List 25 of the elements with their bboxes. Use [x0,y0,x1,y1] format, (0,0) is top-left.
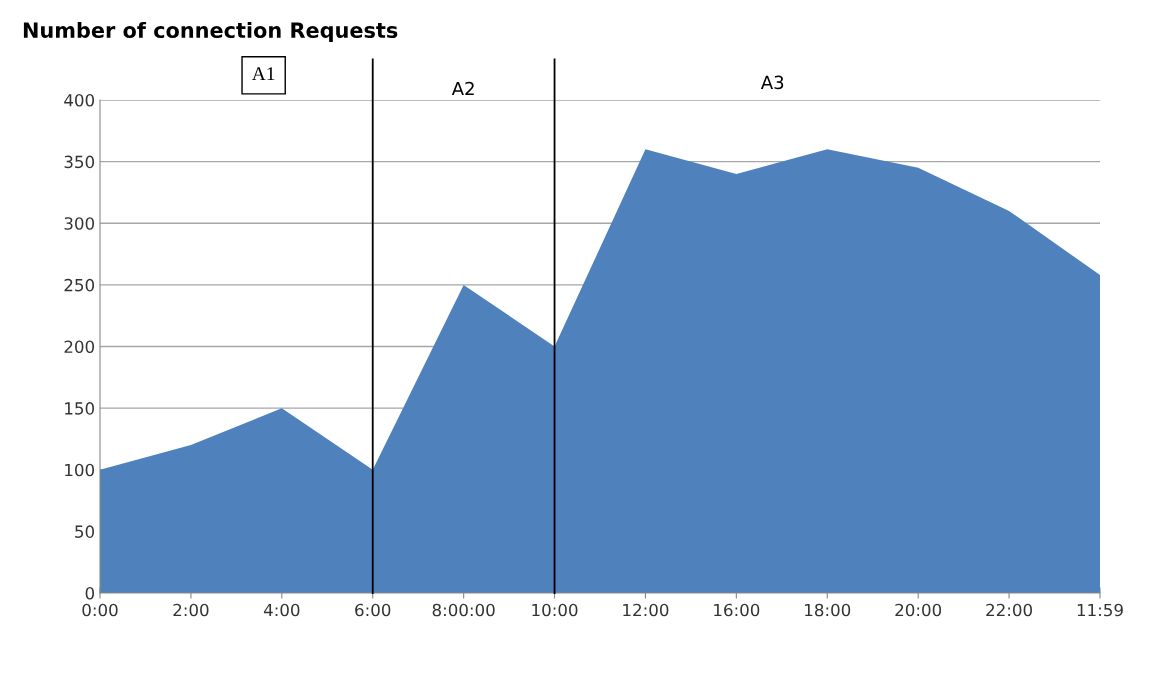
text: A1 [251,67,275,81]
text: A3 [760,75,784,90]
text: A2 [451,81,474,96]
y-tick-label: 100 [65,463,95,477]
y-tick-label: 300 [64,217,95,230]
x-tick-label: 4:00 [263,603,300,617]
y-tick-label: 50 [75,525,95,538]
x-tick-label: 16:00 [714,603,760,617]
x-tick-label: 6:00 [355,603,391,617]
x-tick-label: 20:00 [895,603,942,617]
x-tick-label: 2:00 [173,603,209,617]
y-tick-label: 250 [64,278,95,292]
y-tick-label: 200 [64,340,95,354]
y-tick-label: 400 [64,93,95,107]
y-tick-label: 350 [64,155,95,169]
x-tick-label: 18:00 [805,603,851,617]
y-tick-label: 0 [85,586,95,600]
x-tick-label: 0:00 [82,603,118,617]
x-tick-label: 22:00 [986,603,1032,617]
x-tick-label: 12:00 [623,603,669,617]
x-tick-label: 11:59 [1077,603,1123,617]
x-tick-label: 10:00 [532,603,578,617]
y-tick-label: 150 [65,402,95,415]
chart-title: Number of connection Requests [23,21,398,43]
x-tick-label: 8:00:00 [432,603,495,617]
